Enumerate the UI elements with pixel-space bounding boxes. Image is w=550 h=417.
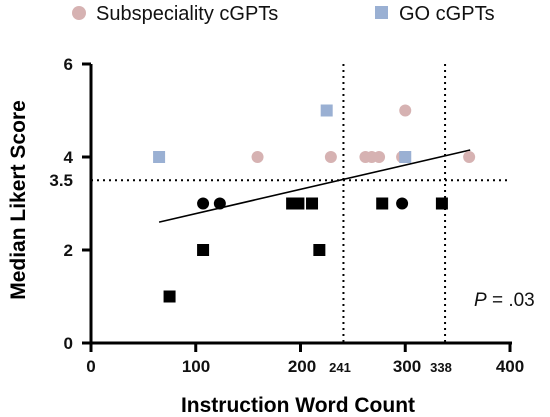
legend-marker-subspeciality (72, 6, 86, 20)
y-tick-label: 6 (64, 55, 73, 74)
y-tick-label: 4 (64, 148, 74, 167)
data-point-circle (463, 151, 476, 163)
data-point-square (292, 197, 305, 210)
p-value-annotation: P = .03 (474, 290, 535, 311)
data-point-square (376, 197, 389, 210)
legend-marker-go (375, 6, 388, 19)
data-point-circle (213, 197, 226, 210)
data-point-square (313, 244, 326, 256)
trend-line-group (158, 149, 471, 223)
data-point-circle (197, 197, 210, 210)
x-tick-label: 200 (288, 357, 316, 376)
y-tick-label: 0 (64, 334, 73, 353)
data-point-circle (251, 151, 264, 163)
data-points (153, 104, 476, 303)
data-point-square (306, 197, 319, 210)
x-tick-label: 400 (496, 357, 524, 376)
data-point-square (435, 197, 448, 210)
x-tick-label: 100 (182, 357, 210, 376)
x-ref-label-241: 241 (329, 360, 351, 375)
data-point-square (399, 151, 412, 163)
x-axis-title: Instruction Word Count (181, 394, 415, 417)
legend-label-go: GO cGPTs (399, 3, 495, 25)
p-label: P (474, 290, 487, 311)
legend-label-subspeciality: Subspeciality cGPTs (96, 3, 278, 25)
y-axis-title: Median Likert Score (7, 100, 30, 300)
data-point-square (163, 290, 176, 303)
data-point-circle (324, 151, 337, 163)
x-tick-label: 300 (393, 357, 421, 376)
y-tick-label: 2 (64, 241, 73, 260)
x-ref-label-338: 338 (430, 360, 452, 375)
x-tick-label: 0 (86, 357, 95, 376)
y-tick-labels: 0 2 4 6 3.5 (49, 55, 73, 353)
data-point-circle (373, 151, 386, 163)
p-value: = .03 (487, 290, 535, 311)
data-point-square (197, 244, 210, 256)
data-point-square (320, 104, 333, 117)
data-point-circle (399, 104, 412, 117)
y-axis-ticks (82, 62, 91, 345)
y-ref-label-3-5: 3.5 (49, 171, 73, 190)
data-point-square (153, 151, 166, 163)
x-tick-labels: 0 100 200 300 400 241 338 (86, 357, 524, 376)
regression-trend-line (158, 149, 471, 223)
legend: Subspeciality cGPTs GO cGPTs (72, 3, 495, 25)
data-point-circle (396, 197, 409, 210)
